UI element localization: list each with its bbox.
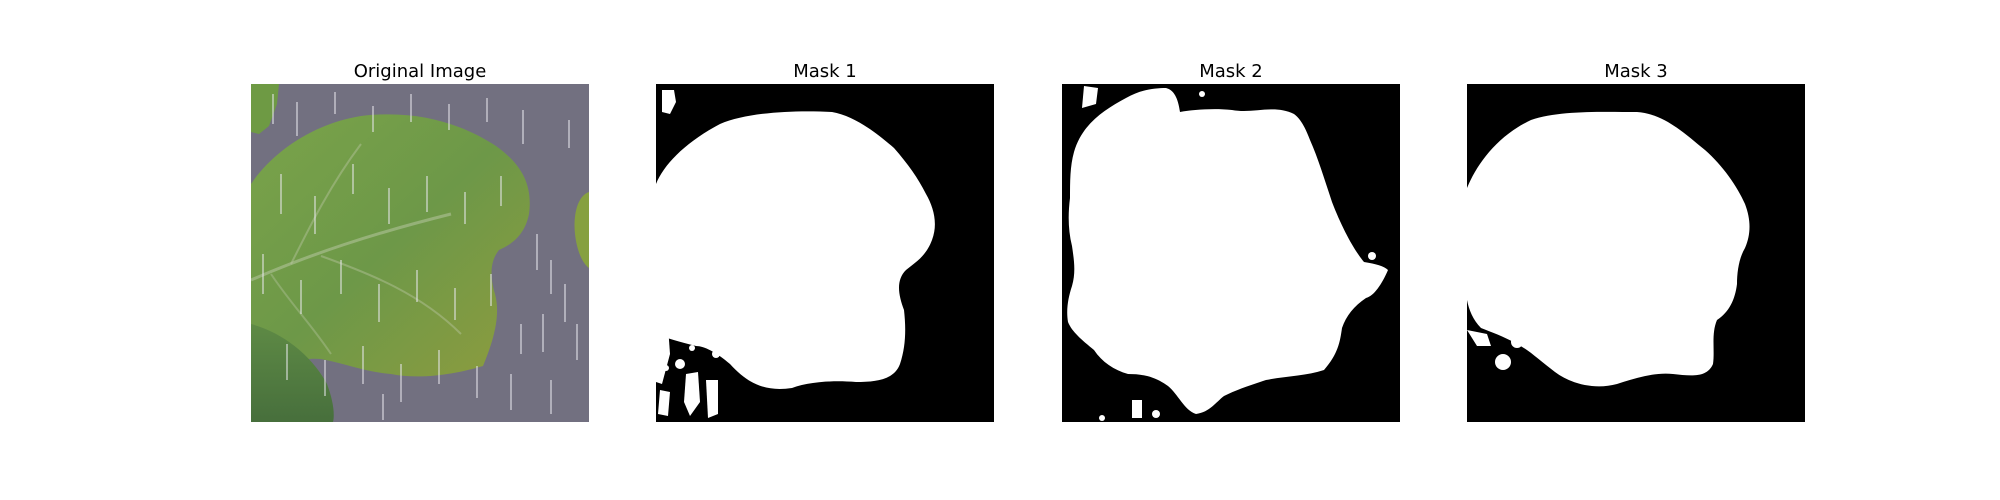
- panel-mask-2: Mask 2: [1062, 60, 1400, 422]
- panel-mask-1: Mask 1: [656, 60, 994, 422]
- mask-3-image: [1467, 84, 1805, 422]
- panel-original-image: Original Image: [251, 60, 589, 422]
- panel-mask-3: Mask 3: [1467, 60, 1805, 422]
- mask-1-shape: [656, 84, 994, 422]
- original-image: [251, 84, 589, 422]
- panel-title: Mask 2: [1199, 61, 1263, 82]
- panel-title: Original Image: [353, 61, 487, 82]
- mask-2-shape: [1062, 84, 1400, 422]
- panel-title: Mask 1: [793, 61, 857, 82]
- mask-2-image: [1062, 84, 1400, 422]
- panel-title: Mask 3: [1604, 61, 1668, 82]
- leaf-photo: [251, 84, 589, 422]
- mask-3-shape: [1467, 84, 1805, 422]
- mask-1-image: [656, 84, 994, 422]
